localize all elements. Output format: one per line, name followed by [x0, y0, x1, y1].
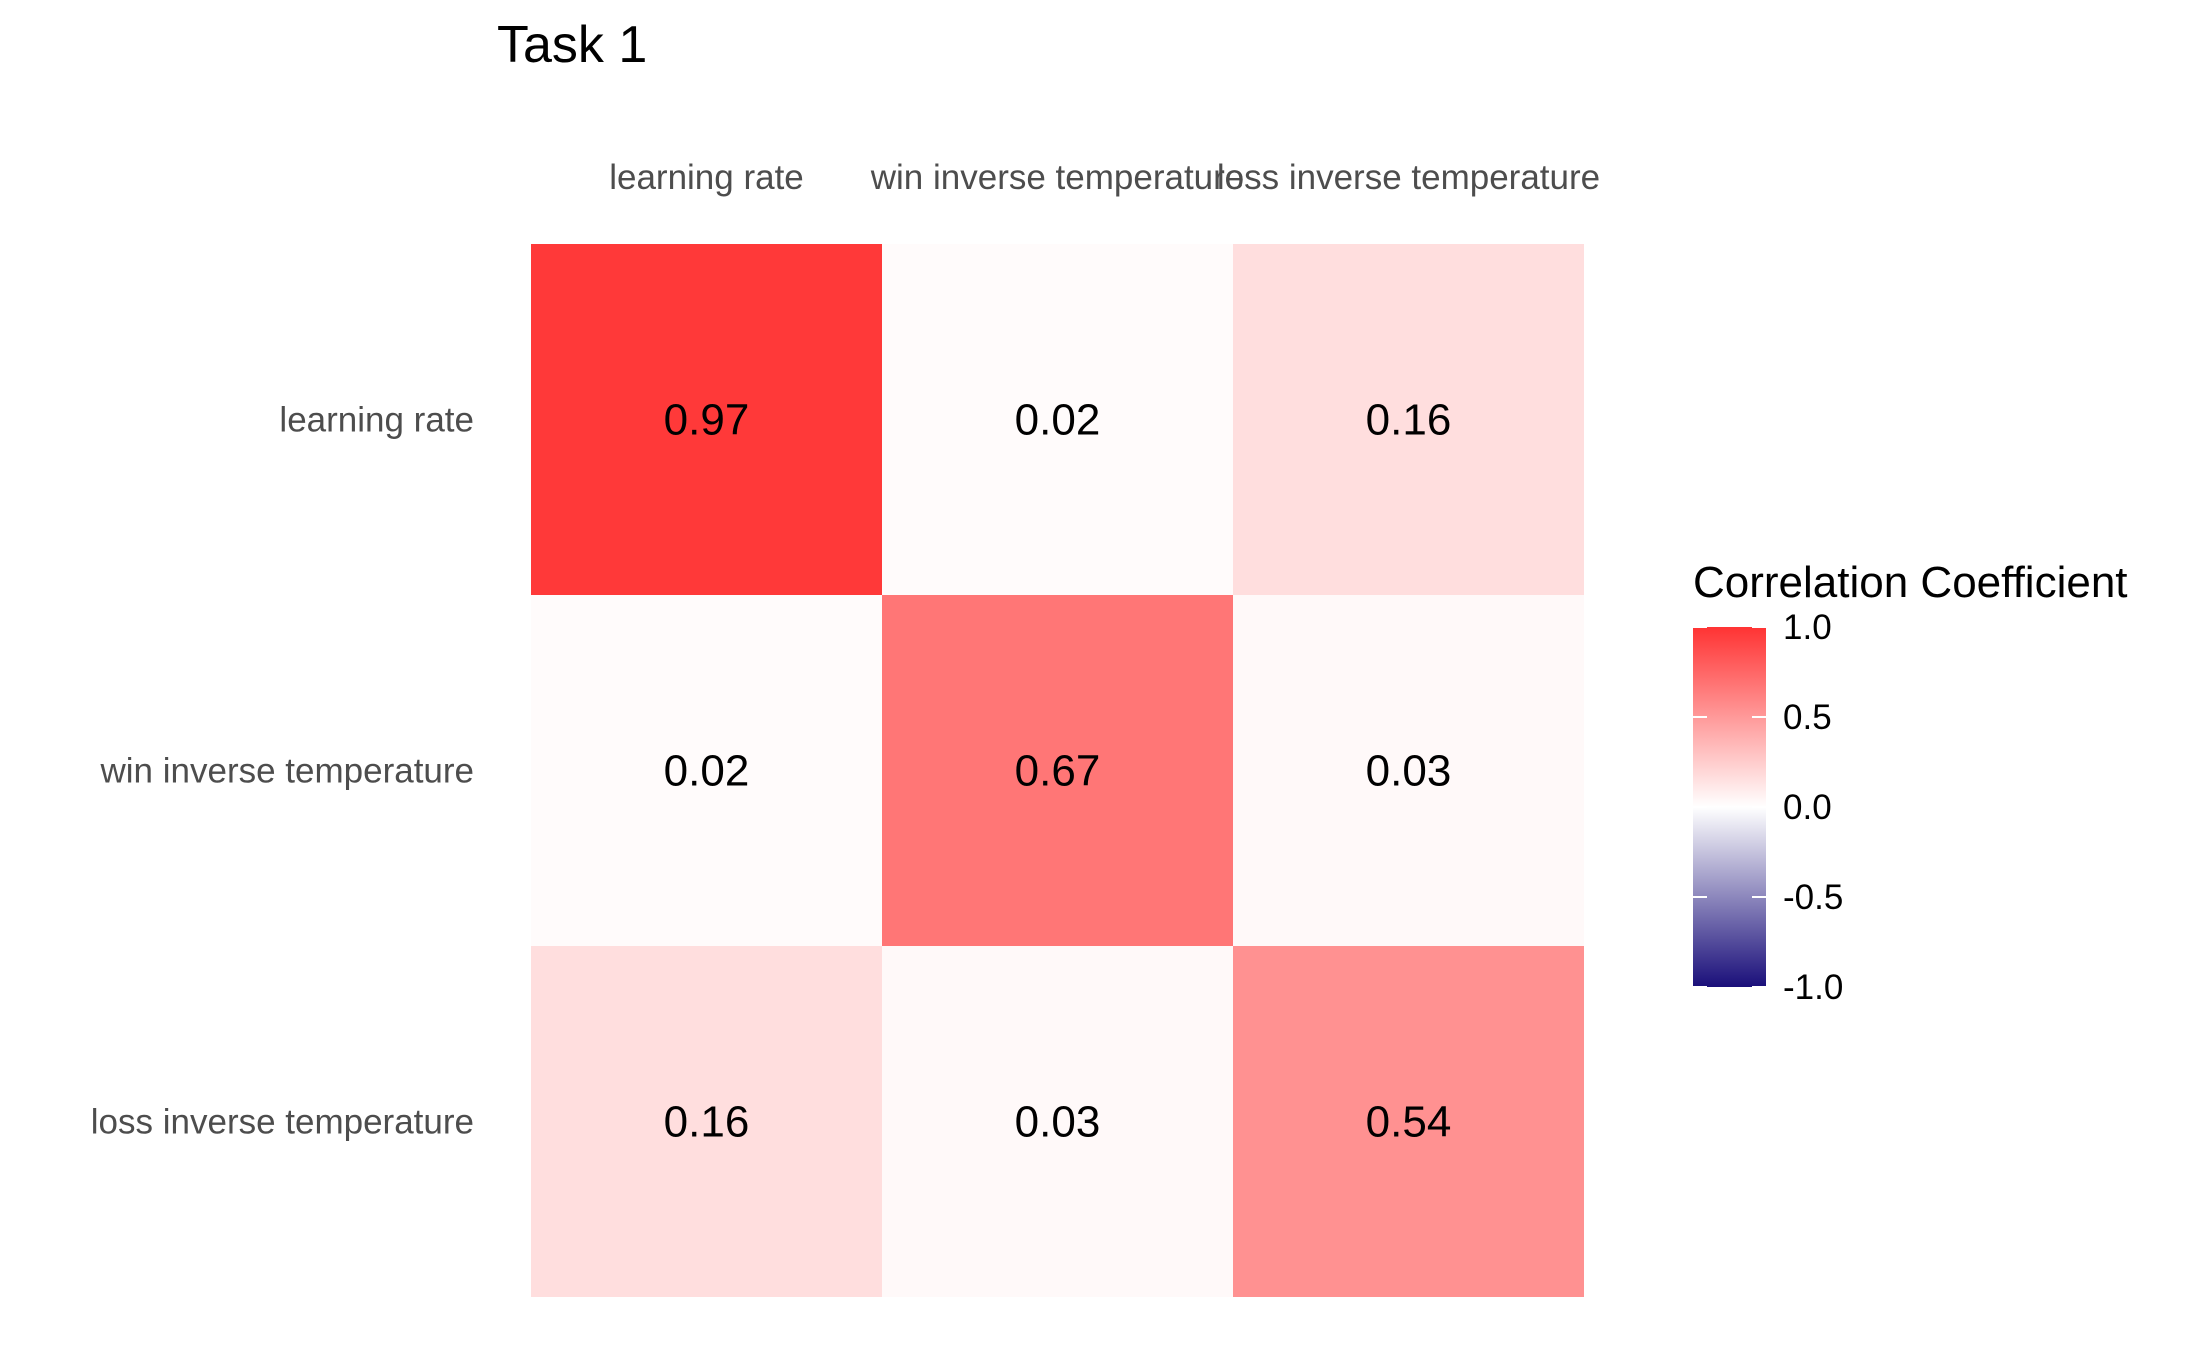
column-label-win-inverse-temperature: win inverse temperature — [870, 158, 1245, 197]
cell-value-label: 0.16 — [1366, 396, 1452, 445]
cell-value-label: 0.16 — [664, 1098, 750, 1147]
heatmap-cell-labels: 0.97 0.02 0.16 0.02 0.67 0.03 0.16 0.03 0.54 — [664, 396, 1452, 1147]
column-labels: learning rate win inverse temperatureloss… — [609, 158, 1600, 197]
cell-value-label: 0.97 — [664, 396, 750, 445]
legend-title: Correlation Coefficient — [1693, 558, 2128, 607]
cell-value-label: 0.02 — [664, 747, 750, 796]
legend-tick-label: -1.0 — [1783, 968, 1843, 1007]
cell-value-label: 0.02 — [1015, 396, 1101, 445]
legend-tick-label: 1.0 — [1783, 608, 1832, 647]
chart-title: Task 1 — [497, 16, 647, 74]
legend-tick-label: -0.5 — [1783, 878, 1843, 917]
row-label-win-inverse-temperature: win inverse temperature — [100, 752, 475, 791]
heatmap-cell-r1-c2 — [882, 244, 1233, 595]
cell-value-label: 0.54 — [1366, 1098, 1452, 1147]
legend-ticks: 1.0 0.5 0.0 -0.5 -1.0 — [1693, 608, 1843, 1007]
heatmap-cell-r1-c3 — [1233, 244, 1584, 595]
row-labels: learning rate win inverse temperature loss… — [91, 401, 474, 1142]
heatmap-cell-r2-c3 — [1233, 595, 1584, 946]
column-label-loss-inverse-temperature: loss inverse temperature — [1217, 158, 1600, 197]
heatmap-cells — [531, 244, 1584, 1297]
heatmap-cell-r1-c1 — [531, 244, 882, 595]
row-label-learning-rate: learning rate — [279, 401, 474, 440]
row-label-loss-inverse-temperature: loss inverse temperature — [91, 1103, 474, 1142]
cell-value-label: 0.67 — [1015, 747, 1101, 796]
color-legend: Correlation Coefficient 1.0 0.5 0.0 -0.5 -1.… — [1693, 558, 2128, 1007]
legend-tick-label: 0.5 — [1783, 698, 1832, 737]
heatmap-cell-r3-c1 — [531, 946, 882, 1297]
cell-value-label: 0.03 — [1366, 747, 1452, 796]
heatmap-cell-r3-c2 — [882, 946, 1233, 1297]
heatmap-cell-r2-c2 — [882, 595, 1233, 946]
legend-tick-label: 0.0 — [1783, 788, 1832, 827]
cell-value-label: 0.03 — [1015, 1098, 1101, 1147]
heatmap-cell-r3-c3 — [1233, 946, 1584, 1297]
column-label-learning-rate: learning rate — [609, 158, 804, 197]
heatmap-cell-r2-c1 — [531, 595, 882, 946]
